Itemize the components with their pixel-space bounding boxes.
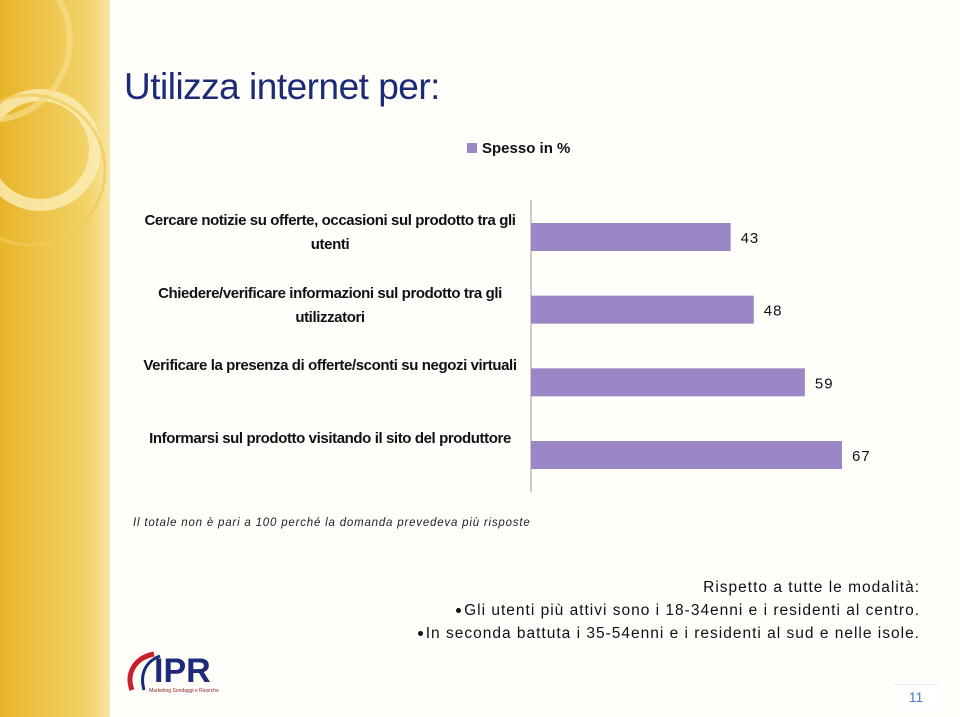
legend-label: Spesso in % bbox=[482, 140, 571, 157]
bullet-text: In seconda battuta i 35-54enni e i resid… bbox=[425, 625, 920, 642]
legend-swatch bbox=[467, 143, 477, 153]
note: Il totale non è pari a 100 perché la dom… bbox=[133, 517, 531, 529]
value-label: 67 bbox=[852, 448, 871, 465]
bar bbox=[531, 368, 805, 397]
logo: IPR Marketing Sondaggi e Ricerche bbox=[124, 650, 219, 705]
value-label: 59 bbox=[815, 375, 834, 392]
category-label: Chiedere/verificare informazioni sul pro… bbox=[158, 284, 502, 326]
bullet-dot bbox=[417, 631, 423, 637]
slide-title: Utilizza internet per: bbox=[124, 66, 440, 107]
category-label: Informarsi sul prodotto visitando il sit… bbox=[149, 430, 511, 447]
bullet-dot bbox=[456, 608, 462, 614]
legend: Spesso in % bbox=[467, 140, 570, 157]
comment-bullet: In seconda battuta i 35-54enni e i resid… bbox=[417, 622, 920, 645]
category-label: Cercare notizie su offerte, occasioni su… bbox=[144, 212, 516, 253]
logo-mark bbox=[127, 651, 161, 691]
category-label: Verificare la presenza di offerte/sconti… bbox=[143, 357, 517, 375]
bullet-text: Gli utenti più attivi sono i 18-34enni e… bbox=[464, 602, 920, 619]
comment-heading: Rispetto a tutte le modalità: bbox=[703, 579, 920, 596]
bar bbox=[531, 295, 754, 324]
page-number: 11 bbox=[894, 684, 938, 709]
decor-strip bbox=[0, 0, 110, 717]
logo-name: IPR bbox=[154, 652, 211, 690]
value-label: 43 bbox=[741, 230, 760, 247]
logo-tagline: Marketing Sondaggi e Ricerche bbox=[149, 688, 219, 694]
comment-bullet: Gli utenti più attivi sono i 18-34enni e… bbox=[418, 599, 920, 622]
decor bbox=[0, 0, 107, 247]
comment: Rispetto a tutte le modalità: Gli utenti… bbox=[417, 576, 920, 645]
bar bbox=[531, 441, 842, 469]
bar bbox=[531, 223, 731, 251]
value-label: 48 bbox=[764, 303, 783, 320]
